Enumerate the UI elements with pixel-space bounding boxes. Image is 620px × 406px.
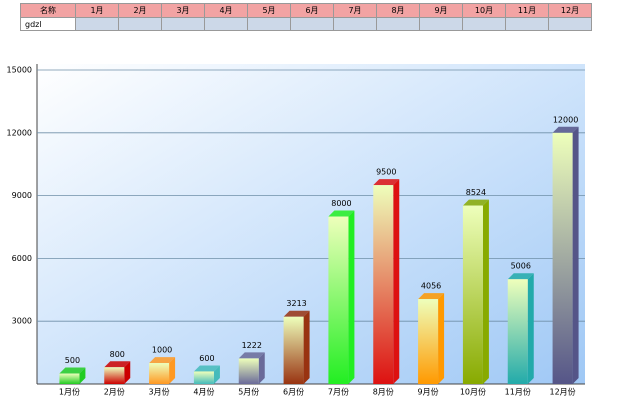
value-label: 12000	[553, 115, 578, 124]
x-tick-label: 8月份	[373, 387, 394, 397]
header-cell: 12月	[548, 3, 592, 18]
y-tick-label: 15000	[7, 66, 32, 75]
table-cell	[161, 17, 205, 31]
table-cell	[548, 17, 592, 31]
bar-top	[59, 367, 86, 374]
value-label: 4056	[421, 282, 441, 291]
bar-top	[149, 357, 176, 364]
y-tick-label: 12000	[7, 128, 32, 137]
header-cell: 10月	[462, 3, 506, 18]
x-tick-label: 5月份	[238, 387, 259, 397]
y-tick-label: 6000	[12, 254, 32, 263]
table-cell	[247, 17, 291, 31]
value-label: 800	[110, 350, 125, 359]
bar	[418, 299, 439, 384]
bar-top	[507, 273, 534, 280]
bar-top	[238, 352, 265, 359]
plot-background	[37, 64, 585, 384]
bar-top	[193, 365, 220, 372]
header-cell: 1月	[75, 3, 119, 18]
header-cell: 名称	[20, 3, 76, 18]
bar	[373, 185, 394, 384]
x-tick-label: 10月份	[460, 387, 486, 397]
value-label: 500	[65, 356, 80, 365]
value-label: 1222	[242, 341, 262, 350]
table-cell	[333, 17, 377, 31]
bar	[238, 358, 259, 384]
x-tick-label: 6月份	[283, 387, 304, 397]
table-cell	[75, 17, 119, 31]
x-tick-label: 3月份	[149, 387, 170, 397]
bar-top	[328, 210, 355, 217]
bar-top	[104, 361, 131, 368]
bar-top	[418, 293, 445, 300]
x-tick-label: 9月份	[418, 387, 439, 397]
bar-side	[482, 199, 489, 384]
bar	[104, 367, 125, 384]
value-label: 5006	[511, 262, 531, 271]
bar	[328, 216, 349, 384]
x-tick-label: 2月份	[104, 387, 125, 397]
header-cell: 8月	[376, 3, 420, 18]
value-label: 9500	[376, 168, 396, 177]
x-tick-label: 11月份	[505, 387, 531, 397]
bar-side	[124, 361, 131, 384]
value-label: 8524	[466, 188, 486, 197]
bar-top	[462, 199, 489, 206]
value-label: 8000	[331, 199, 351, 208]
bar-side	[303, 310, 310, 384]
x-tick-label: 4月份	[193, 387, 214, 397]
bar-side	[348, 210, 355, 384]
x-tick-label: 7月份	[328, 387, 349, 397]
bar-side	[213, 365, 220, 384]
bar	[193, 371, 214, 384]
y-tick-label: 3000	[12, 317, 32, 326]
bar	[283, 316, 304, 384]
x-tick-label: 12月份	[549, 387, 575, 397]
bar-top	[283, 310, 310, 317]
value-label: 3213	[286, 299, 306, 308]
header-cell: 7月	[333, 3, 377, 18]
header-cell: 4月	[204, 3, 248, 18]
value-label: 600	[199, 354, 214, 363]
table-cell	[505, 17, 549, 31]
bar	[507, 279, 528, 384]
x-tick-label: 1月份	[59, 387, 80, 397]
bar	[552, 132, 573, 384]
bar-side	[527, 273, 534, 384]
bar-top	[373, 179, 400, 186]
table-cell: gdzl	[20, 17, 76, 31]
bar-side	[438, 293, 445, 384]
data-table: 名称 1月 2月 3月 4月 5月 6月 7月 8月 9月 10月 11月 12月 gdzl	[20, 3, 592, 31]
bar-side	[258, 352, 265, 384]
table-row: gdzl	[20, 17, 592, 31]
table-cell	[290, 17, 334, 31]
bar-side	[572, 126, 579, 385]
header-cell: 5月	[247, 3, 291, 18]
bar-side	[393, 179, 400, 384]
bar-side	[169, 357, 176, 384]
value-label: 1000	[152, 346, 172, 355]
bar	[462, 205, 483, 384]
table-cell	[462, 17, 506, 31]
bar-side	[79, 367, 86, 384]
y-tick-label: 9000	[12, 191, 32, 200]
bar-top	[552, 126, 579, 133]
table-cell	[204, 17, 248, 31]
bar	[59, 373, 80, 384]
table-cell	[376, 17, 420, 31]
bar	[149, 363, 170, 384]
header-cell: 11月	[505, 3, 549, 18]
